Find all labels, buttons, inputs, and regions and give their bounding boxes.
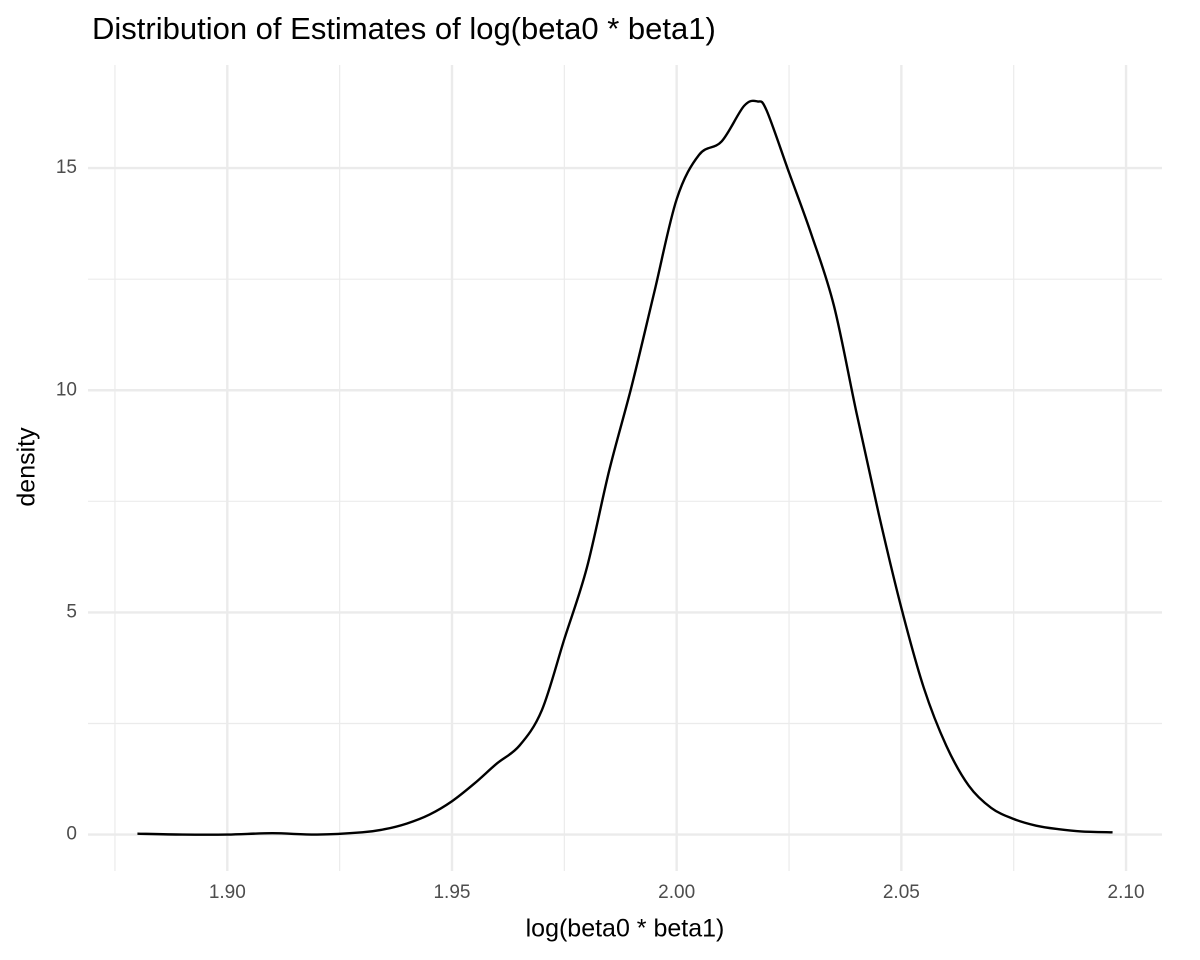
y-tick-label: 10 bbox=[56, 379, 77, 400]
density-line bbox=[137, 99, 1113, 836]
y-axis-label: density bbox=[13, 427, 41, 507]
x-axis-label: log(beta0 * beta1) bbox=[526, 915, 725, 943]
x-tick-label: 1.90 bbox=[209, 882, 246, 903]
x-tick-label: 1.95 bbox=[433, 882, 470, 903]
x-tick-label: 2.10 bbox=[1108, 882, 1145, 903]
y-tick-label: 0 bbox=[66, 824, 77, 845]
x-tick-label: 2.00 bbox=[658, 882, 695, 903]
y-tick-label: 5 bbox=[66, 601, 77, 622]
chart-title: Distribution of Estimates of log(beta0 *… bbox=[92, 11, 716, 46]
y-tick-label: 15 bbox=[56, 157, 77, 178]
x-tick-label: 2.05 bbox=[883, 882, 920, 903]
